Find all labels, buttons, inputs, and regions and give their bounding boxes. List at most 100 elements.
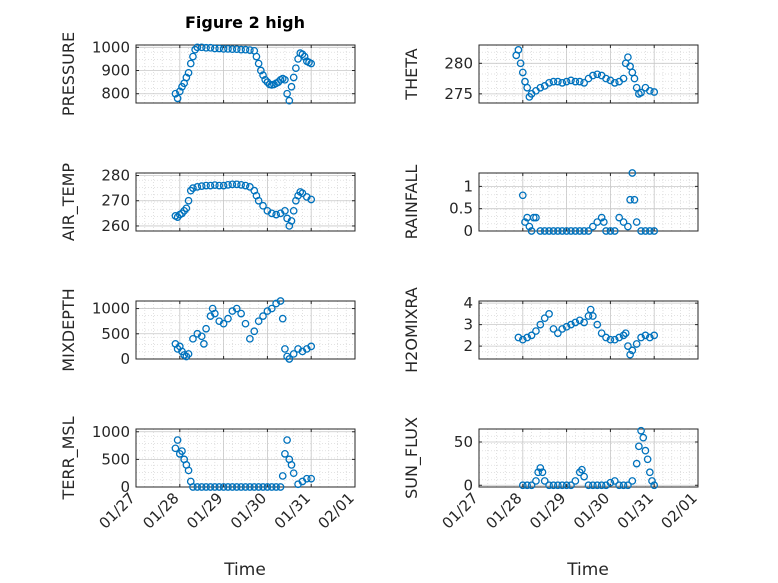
data-point xyxy=(536,464,545,472)
data-point xyxy=(538,468,547,477)
data-point xyxy=(250,483,259,491)
y-tick-label: 0 xyxy=(463,476,473,494)
data-point xyxy=(558,481,567,490)
data-point xyxy=(193,183,202,191)
data-point xyxy=(562,322,571,331)
x-tick-label: 02/01 xyxy=(658,489,701,532)
data-point xyxy=(637,227,645,235)
data-point xyxy=(246,183,254,191)
data-point xyxy=(558,79,567,87)
data-point xyxy=(619,331,628,340)
data-point xyxy=(549,77,558,86)
y-axis-label: H2OMIXRA xyxy=(402,287,421,373)
data-point xyxy=(254,483,263,491)
data-point xyxy=(259,201,267,210)
data-point xyxy=(645,333,654,342)
data-point xyxy=(589,71,597,80)
data-point xyxy=(619,74,628,83)
data-point xyxy=(219,483,228,491)
data-point xyxy=(246,483,254,491)
x-tick-label: 01/31 xyxy=(271,489,314,532)
data-point xyxy=(562,77,571,86)
data-point xyxy=(639,433,648,442)
axes-frame xyxy=(478,172,699,232)
data-point xyxy=(191,45,199,54)
y-axis-label: MIXDEPTH xyxy=(59,288,78,371)
data-point xyxy=(575,77,584,86)
data-point xyxy=(281,206,289,215)
data-point xyxy=(232,304,241,313)
y-tick-label: 50 xyxy=(454,433,473,451)
panel-1: 800 900 1000 PRESSURE xyxy=(59,32,356,116)
data-point xyxy=(197,182,206,190)
data-point xyxy=(624,342,632,350)
data-point xyxy=(624,481,632,490)
x-tick-label: 01/28 xyxy=(139,489,182,532)
data-point xyxy=(562,481,571,490)
data-point xyxy=(228,180,237,189)
data-point xyxy=(602,333,610,342)
data-point xyxy=(589,481,597,490)
data-point xyxy=(637,88,645,97)
data-point xyxy=(287,82,296,91)
data-point xyxy=(615,213,624,222)
data-point xyxy=(558,227,567,235)
data-point xyxy=(267,483,276,491)
data-point xyxy=(575,316,584,325)
data-point xyxy=(307,342,316,351)
y-tick-label: 0.5 xyxy=(449,200,473,218)
data-point xyxy=(281,75,289,84)
data-point xyxy=(246,46,254,54)
data-point xyxy=(628,68,637,77)
data-point xyxy=(621,329,630,338)
data-point xyxy=(298,50,307,59)
data-point xyxy=(540,314,549,323)
data-point xyxy=(228,45,237,54)
data-point xyxy=(553,481,562,490)
data-point xyxy=(206,43,215,52)
y-tick-label: 4 xyxy=(463,294,473,312)
data-point xyxy=(289,350,298,358)
data-point xyxy=(224,181,232,189)
data-point xyxy=(624,53,632,62)
data-point xyxy=(250,327,259,336)
data-point xyxy=(193,43,202,52)
data-point xyxy=(263,483,272,491)
data-point xyxy=(540,227,549,235)
data-point xyxy=(593,320,602,329)
axes-frame xyxy=(135,44,356,104)
data-point xyxy=(523,333,532,342)
data-point xyxy=(175,87,184,96)
data-point xyxy=(184,350,193,358)
data-point xyxy=(527,481,536,490)
data-point xyxy=(532,477,540,485)
data-point xyxy=(545,310,553,318)
data-point xyxy=(278,472,287,480)
data-point xyxy=(518,68,527,77)
data-point xyxy=(567,227,575,235)
data-point xyxy=(637,333,645,342)
data-point xyxy=(571,227,580,235)
data-point xyxy=(267,304,276,313)
data-point xyxy=(281,450,289,458)
data-point xyxy=(182,204,191,213)
data-point xyxy=(215,483,224,491)
data-point xyxy=(630,74,639,83)
data-point xyxy=(184,466,193,475)
data-point xyxy=(307,474,316,483)
data-point xyxy=(202,43,210,52)
data-point xyxy=(259,312,267,320)
data-point xyxy=(650,227,659,235)
data-point xyxy=(278,314,287,323)
y-tick-label: 260 xyxy=(101,217,130,235)
data-point xyxy=(518,481,527,490)
data-point xyxy=(219,319,228,328)
data-point xyxy=(252,52,261,61)
data-point xyxy=(289,206,298,215)
axes-frame xyxy=(478,300,699,360)
data-point xyxy=(523,481,532,490)
data-point xyxy=(536,227,545,235)
axes-frame xyxy=(478,428,699,488)
data-point xyxy=(254,59,263,68)
data-point xyxy=(628,477,637,485)
